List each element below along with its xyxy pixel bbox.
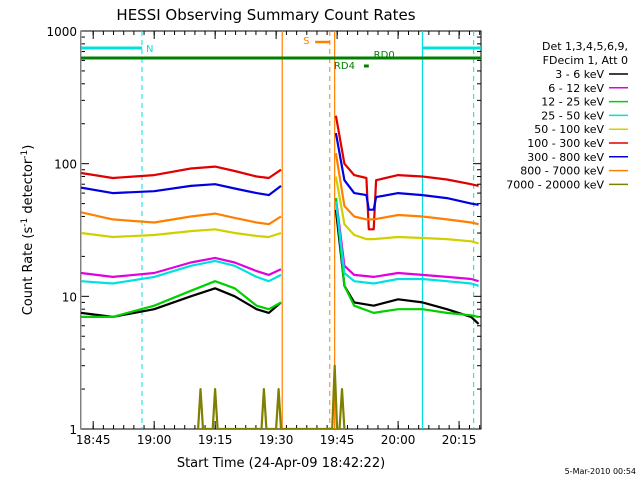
legend-label: 7000 - 20000 keV: [506, 178, 604, 191]
series-line: [81, 209, 480, 325]
rd0-label: RD0: [374, 50, 395, 61]
series-line: [81, 197, 479, 283]
x-tick-label: 19:15: [198, 433, 233, 447]
interval-lines: [81, 31, 475, 429]
series-group: [81, 115, 480, 429]
x-tick-label: 20:15: [442, 433, 477, 447]
x-tick-label: 19:00: [137, 433, 172, 447]
series-line: [81, 176, 479, 245]
legend-header-line2: FDecim 1, Att 0: [543, 54, 628, 67]
marker-bars: N RD0 S RD4: [81, 36, 481, 72]
rd4-label: RD4: [334, 61, 355, 72]
legend-label: 800 - 7000 keV: [520, 165, 604, 178]
legend-label: 100 - 300 keV: [527, 137, 604, 150]
series-line: [81, 153, 479, 226]
y-tick-label: 1: [69, 423, 77, 437]
series-line: [81, 132, 479, 211]
legend-header-line1: Det 1,3,4,5,6,9,: [542, 40, 628, 53]
axis-ticks: 18:45 19:00 19:15 19:30 19:45 20:00 20:15 1 10 10…: [46, 25, 481, 447]
plot-frame: [80, 30, 482, 430]
y-tick-label: 100: [54, 158, 77, 172]
series-line: [197, 364, 346, 429]
y-axis-label: Count Rate (s-1 detector-1): [20, 145, 36, 316]
series-line: [81, 201, 479, 287]
x-axis-label: Start Time (24-Apr-09 18:42:22): [177, 456, 385, 471]
footer-timestamp: 5-Mar-2010 00:54: [565, 467, 636, 476]
y-tick-label: 1000: [46, 25, 77, 39]
legend-label: 3 - 6 keV: [555, 68, 604, 81]
legend-label: 12 - 25 keV: [541, 96, 604, 109]
x-tick-label: 19:45: [320, 433, 355, 447]
chart-title: HESSI Observing Summary Count Rates: [116, 6, 415, 24]
legend-label: 25 - 50 keV: [541, 109, 604, 122]
legend-label: 6 - 12 keV: [548, 82, 604, 95]
x-tick-label: 19:30: [259, 433, 294, 447]
legend-label: 300 - 800 keV: [527, 151, 604, 164]
s-label: S: [303, 36, 309, 47]
legend: Det 1,3,4,5,6,9, FDecim 1, Att 0 3 - 6 k…: [506, 40, 628, 191]
n-label: N: [146, 44, 153, 55]
x-tick-label: 20:00: [381, 433, 416, 447]
series-line: [81, 115, 479, 231]
series-line: [81, 197, 479, 318]
legend-label: 50 - 100 keV: [534, 123, 604, 136]
x-tick-label: 18:45: [76, 433, 111, 447]
y-tick-label: 10: [62, 290, 77, 304]
